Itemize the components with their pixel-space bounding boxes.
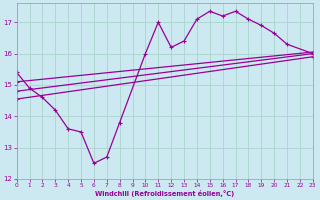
- X-axis label: Windchill (Refroidissement éolien,°C): Windchill (Refroidissement éolien,°C): [95, 190, 234, 197]
